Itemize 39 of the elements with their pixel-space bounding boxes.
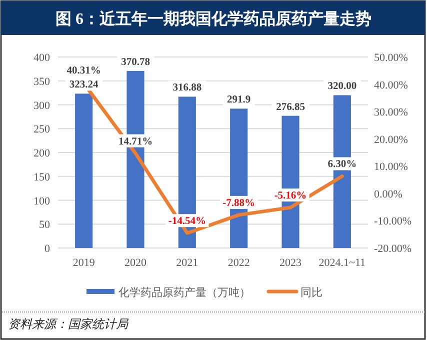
x-tick-label: 2021 [176, 257, 198, 269]
y-tick-label: 400 [34, 52, 50, 64]
data-label: -14.54% [168, 216, 206, 228]
bar [75, 94, 93, 248]
data-label: 14.71% [118, 136, 153, 148]
data-label: 316.88 [172, 82, 202, 94]
data-label: -7.88% [222, 198, 256, 209]
data-label: 276.85 [276, 102, 305, 113]
x-tick-label: 2024.1~11 [318, 257, 366, 269]
x-tick-label: 2023 [280, 257, 302, 269]
y2-tick-label: 50.00% [374, 52, 408, 64]
x-tick-label: 2019 [72, 257, 96, 269]
y2-tick-label: -10.00% [374, 216, 412, 228]
y-tick-label: 200 [34, 148, 50, 160]
data-label: 6.30% [328, 159, 357, 170]
legend-label: 同比 [300, 286, 322, 299]
y2-tick-label: 0.00% [374, 188, 402, 200]
legend-label: 化学药品原药产量（万吨） [118, 286, 250, 299]
y2-tick-label: 20.00% [374, 134, 408, 146]
text: 资料来源：国家统计局 [8, 317, 129, 331]
data-label: 291.9 [227, 94, 251, 106]
y-tick-label: 50 [39, 219, 50, 232]
data-label: 40.31% [66, 66, 101, 77]
data-label: 320.00 [328, 81, 357, 92]
y-tick-label: 150 [34, 171, 50, 184]
y2-tick-label: 40.00% [374, 79, 408, 92]
x-tick-label: 2020 [124, 257, 147, 269]
data-label: 370.78 [121, 56, 150, 68]
y2-tick-label: 10.00% [374, 161, 408, 174]
y-tick-label: 300 [34, 100, 50, 112]
y-tick-label: 0 [44, 243, 50, 255]
y-tick-label: 100 [34, 195, 50, 208]
y2-tick-label: 30.00% [374, 106, 408, 119]
x-tick-label: 2022 [228, 257, 250, 269]
y2-tick-label: -20.00% [374, 243, 412, 255]
chart-title: 图 6：近五年一期我国化学药品原药产量走势 [56, 10, 372, 28]
y-tick-label: 350 [34, 76, 50, 88]
data-label: -5.16% [274, 190, 307, 202]
y-tick-label: 250 [34, 124, 50, 136]
